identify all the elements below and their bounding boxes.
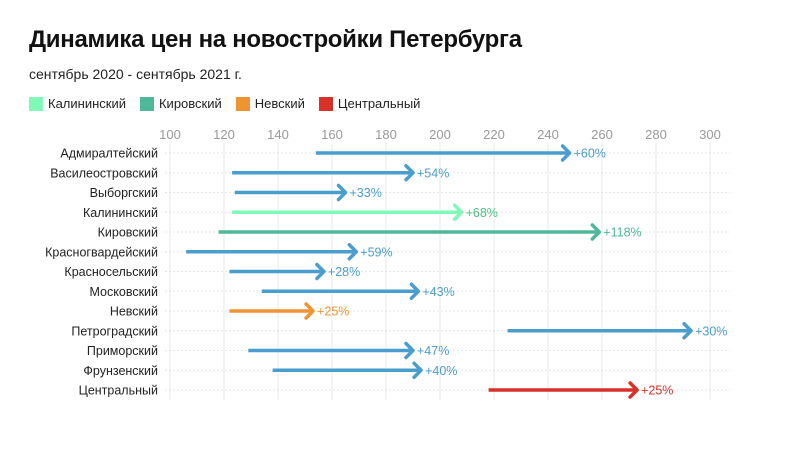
x-tick-label: 180 (375, 127, 397, 142)
x-tick-label: 120 (213, 127, 235, 142)
arrow-head (347, 243, 359, 261)
row-label: Красносельский (64, 265, 158, 279)
data-label: +28% (328, 265, 360, 279)
row-label: Калининский (83, 206, 158, 220)
legend-item: Невский (235, 96, 305, 111)
legend-label: Центральный (337, 96, 421, 111)
row-label: Центральный (79, 384, 158, 398)
row-label: Выборгский (90, 186, 158, 200)
row-label: Петроградский (71, 324, 158, 338)
chart-title: Динамика цен на новостройки Петербурга (29, 26, 522, 53)
x-tick-label: 280 (645, 127, 667, 142)
arrow-head (336, 183, 348, 202)
data-label: +68% (466, 206, 498, 220)
legend-item: Кировский (139, 96, 222, 111)
row-label: Невский (110, 305, 158, 319)
arrow-head (304, 302, 315, 320)
data-label: +25% (317, 305, 349, 319)
data-label: +118% (603, 226, 641, 240)
arrow-head (404, 341, 415, 360)
row-label: Фрунзенский (83, 364, 158, 378)
legend-label: Кировский (158, 96, 222, 111)
x-tick-label: 160 (321, 127, 343, 142)
arrow-head (409, 282, 421, 300)
x-tick-label: 240 (537, 127, 559, 142)
data-label: +25% (641, 384, 673, 398)
row-label: Кировский (98, 226, 158, 240)
arrow-head (628, 381, 639, 399)
data-label: +33% (350, 186, 382, 200)
x-tick-label: 260 (591, 127, 613, 142)
row-label: Приморский (87, 344, 158, 358)
legend-swatch (139, 96, 154, 111)
legend: Калининский Кировский Невский Центральный (29, 96, 420, 111)
x-tick-label: 200 (429, 127, 451, 142)
row-label: Красногвардейский (45, 245, 158, 259)
legend-swatch (29, 96, 43, 111)
x-tick-label: 300 (699, 127, 721, 142)
arrow-head (682, 322, 693, 340)
legend-swatch (235, 96, 250, 111)
data-label: +47% (417, 344, 449, 358)
data-label: +30% (695, 324, 727, 338)
data-label: +60% (574, 147, 606, 161)
x-tick-label: 140 (267, 127, 289, 142)
data-label: +40% (425, 364, 457, 378)
legend-swatch (318, 96, 333, 111)
legend-label: Невский (254, 96, 305, 111)
legend-label: Калининский (48, 96, 126, 111)
legend-item: Калининский (29, 96, 126, 111)
arrow-head (412, 361, 423, 379)
x-tick-label: 100 (159, 127, 181, 142)
arrow-head (452, 203, 464, 221)
row-label: Василеостровский (50, 166, 158, 180)
row-label: Московский (90, 285, 159, 299)
arrow-head (590, 223, 602, 241)
chart-subtitle: сентябрь 2020 - сентябрь 2021 г. (29, 66, 242, 82)
row-label: Адмиралтейский (60, 147, 158, 161)
data-label: +59% (360, 245, 392, 259)
arrow-head (560, 144, 572, 162)
arrow-head (404, 164, 415, 182)
data-label: +43% (422, 285, 454, 299)
data-label: +54% (417, 166, 449, 180)
arrow-head (315, 262, 326, 281)
x-tick-label: 220 (483, 127, 505, 142)
legend-item: Центральный (318, 96, 421, 111)
